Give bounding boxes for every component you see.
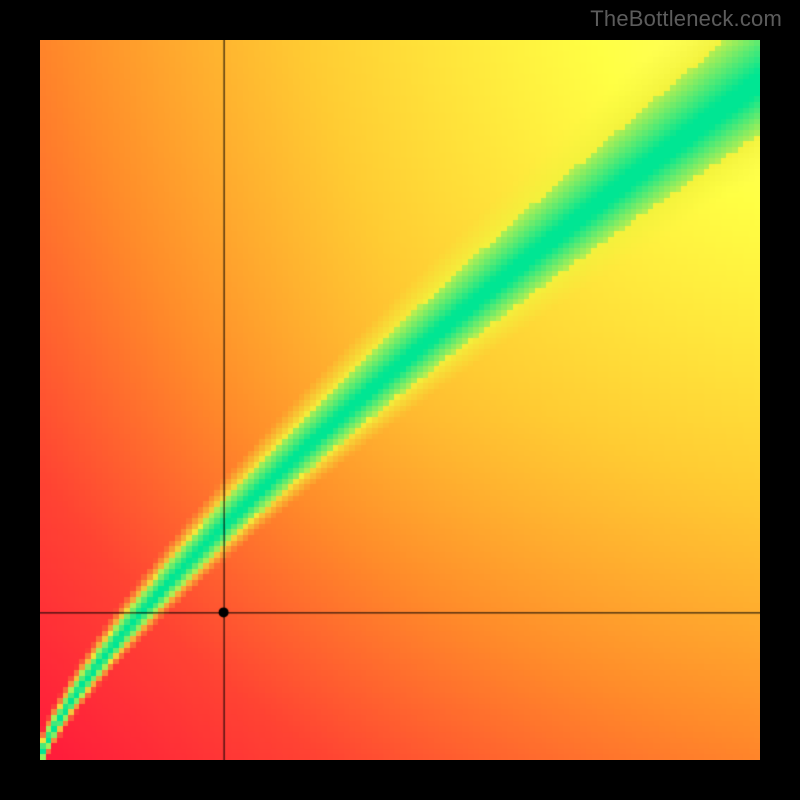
chart-root: TheBottleneck.com [0,0,800,800]
watermark-text: TheBottleneck.com [590,6,782,32]
heatmap-canvas [40,40,760,760]
heatmap-plot-area [40,40,760,760]
